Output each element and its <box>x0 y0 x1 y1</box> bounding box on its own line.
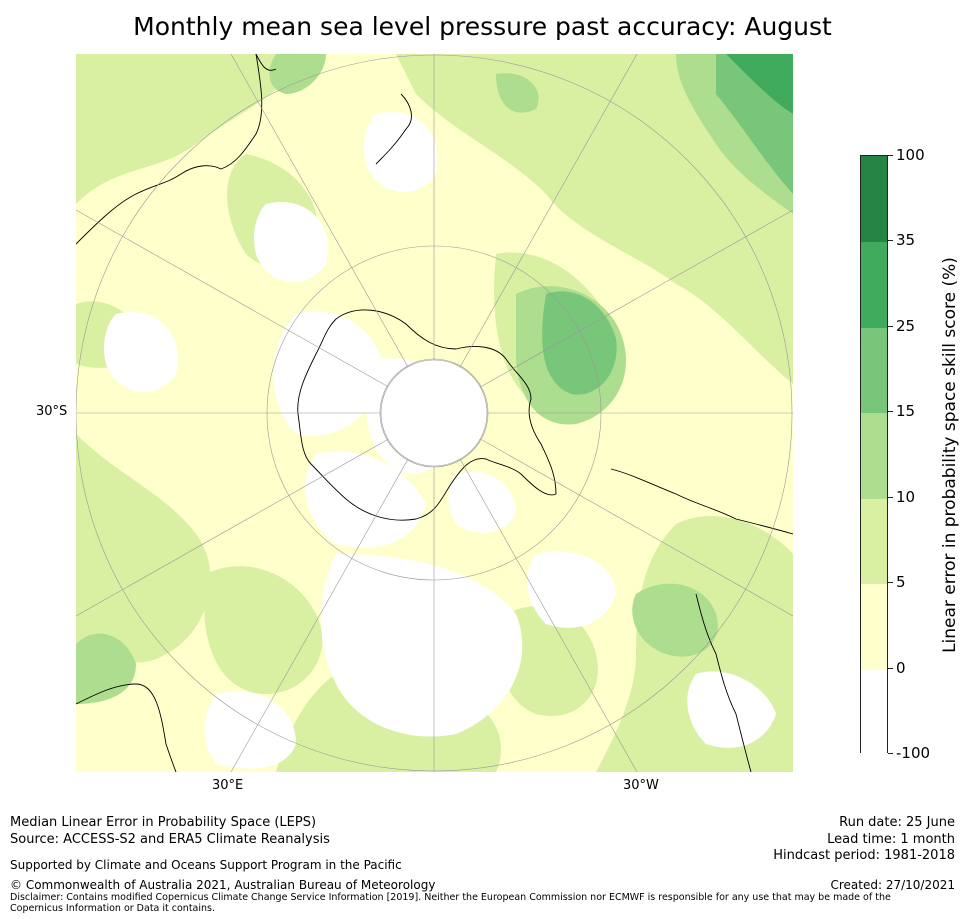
footer-method: Median Linear Error in Probability Space… <box>10 815 317 830</box>
colorbar-tick <box>888 155 893 156</box>
lon-label-30e: 30°E <box>212 778 244 793</box>
footer-disclaimer: Disclaimer: Contains modified Copernicus… <box>10 892 891 914</box>
pole-cap <box>380 359 488 467</box>
chart-title: Monthly mean sea level pressure past acc… <box>133 12 832 41</box>
colorbar-bin <box>861 668 887 755</box>
africa-coast <box>76 683 177 772</box>
colorbar-bin <box>861 497 887 585</box>
colorbar-title: Linear error in probability space skill … <box>940 257 960 653</box>
colorbar-tick <box>888 753 893 754</box>
south-america-west-coast <box>695 593 752 772</box>
colorbar-tick-label: 100 <box>896 146 925 164</box>
footer-support: Supported by Climate and Oceans Support … <box>10 858 402 872</box>
footer-lead-time: Lead time: 1 month <box>827 832 955 847</box>
colorbar-tick-label: 10 <box>896 487 916 506</box>
colorbar-bin <box>861 412 887 499</box>
colorbar-bin <box>861 241 887 328</box>
footer-created: Created: 27/10/2021 <box>830 878 955 892</box>
footer-hindcast: Hindcast period: 1981-2018 <box>773 848 955 863</box>
polar-map <box>76 54 793 772</box>
australia-south-coast <box>255 54 277 71</box>
footer-run-date: Run date: 25 June <box>839 815 955 830</box>
colorbar-tick-label: 25 <box>896 316 916 335</box>
colorbar-tick-label: -100 <box>896 744 931 762</box>
colorbar-bin <box>861 583 887 670</box>
colorbar-tick <box>888 411 893 413</box>
lat-label-30s: 30°S <box>36 404 68 419</box>
coastlines <box>76 54 793 772</box>
south-america-coast <box>610 468 793 535</box>
new-zealand-coast <box>375 93 412 165</box>
lon-label-30w: 30°W <box>623 778 659 793</box>
colorbar-tick-label: 15 <box>896 402 916 421</box>
colorbar-bin <box>861 326 887 414</box>
footer-copyright: © Commonwealth of Australia 2021, Austra… <box>10 878 436 892</box>
colorbar <box>860 155 893 755</box>
australia-coast <box>76 54 263 245</box>
antarctica-coast <box>297 309 557 521</box>
colorbar-tick <box>888 325 893 327</box>
footer-source: Source: ACCESS-S2 and ERA5 Climate Reana… <box>10 832 330 847</box>
colorbar-tick-label: 35 <box>896 231 916 250</box>
skill-field-25-35 <box>726 54 793 114</box>
colorbar-tick-label: 5 <box>896 573 906 592</box>
colorbar-tick <box>888 496 893 498</box>
colorbar-tick <box>888 582 893 584</box>
colorbar-tick-label: 0 <box>896 658 906 677</box>
colorbar-tick <box>888 240 893 242</box>
colorbar-tick <box>888 667 893 669</box>
colorbar-bin <box>861 156 887 242</box>
